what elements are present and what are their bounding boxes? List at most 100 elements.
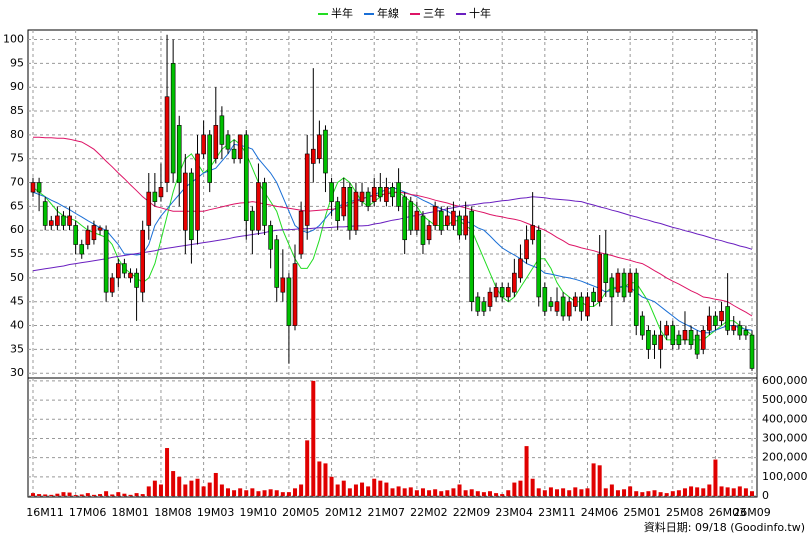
candle-body <box>481 301 487 312</box>
candle-body <box>384 187 389 202</box>
volume-bar <box>207 482 212 496</box>
x-tick-label: 22M09 <box>453 506 491 519</box>
legend-label: 十年 <box>469 6 491 20</box>
y2-tick-label: 400,000 <box>762 412 808 425</box>
candle-body <box>426 225 432 241</box>
candle-body <box>164 96 170 183</box>
candle-body <box>445 215 450 226</box>
footer: 資料日期: 09/18 (Goodinfo.tw) <box>644 520 805 534</box>
candle-body <box>353 191 359 231</box>
volume-bar <box>743 488 748 496</box>
volume-bar <box>737 486 742 496</box>
volume-bar <box>67 492 72 496</box>
volume-bar <box>360 482 365 496</box>
y-tick-label: 40 <box>10 319 24 332</box>
candle-body <box>201 134 206 155</box>
volume-bar <box>323 463 328 496</box>
candle-body <box>304 153 310 226</box>
volume-bar <box>451 488 456 496</box>
volume-bar <box>524 446 529 496</box>
volume-bar <box>128 494 133 496</box>
candle-body <box>621 272 627 298</box>
y2-tick-label: 0 <box>762 489 769 502</box>
candle-body <box>85 229 91 245</box>
candle-body <box>487 291 493 307</box>
candle-body <box>207 134 213 183</box>
x-tick-label: 23M11 <box>538 506 576 519</box>
volume-bar <box>603 488 608 496</box>
candle-body <box>55 215 60 226</box>
candle-body <box>402 196 407 241</box>
volume-bar <box>701 488 706 496</box>
candle-body <box>518 258 523 279</box>
volume-bar <box>189 480 194 496</box>
ma-line <box>32 196 753 272</box>
volume-bar <box>140 494 145 496</box>
candle-body <box>670 325 676 345</box>
volume-bar <box>585 488 590 496</box>
volume-bar <box>219 484 224 496</box>
volume-bar <box>707 484 712 496</box>
candle-body <box>225 134 231 150</box>
volume-bar <box>719 486 724 496</box>
x-tick-label: 18M08 <box>154 506 192 519</box>
volume-bar <box>682 488 687 496</box>
x-tick-label: 20M05 <box>282 506 320 519</box>
y-tick-label: 75 <box>10 152 24 165</box>
volume-bar <box>725 487 730 496</box>
candle-body <box>103 229 109 293</box>
candle-body <box>524 239 529 260</box>
candle-body <box>371 187 377 202</box>
volume-bar <box>500 494 505 496</box>
candle-body <box>560 296 566 317</box>
volume-bar <box>286 492 291 496</box>
y2-tick-label: 200,000 <box>762 451 808 464</box>
candle-body <box>731 325 737 331</box>
candle-body <box>250 210 255 231</box>
volume-bar <box>213 472 218 496</box>
x-tick-label: 26M09 <box>733 506 771 519</box>
y-tick-label: 65 <box>10 199 24 212</box>
volume-bar <box>591 463 596 496</box>
volume-bar <box>183 484 188 496</box>
volume-bar <box>177 476 182 496</box>
candle-body <box>341 187 347 217</box>
candle-body <box>749 334 755 369</box>
legend-label: 半年 <box>331 6 353 20</box>
candle-body <box>615 272 621 293</box>
candle-body <box>176 125 182 183</box>
candle-body <box>116 263 121 279</box>
candle-body <box>743 330 749 336</box>
y2-tick-label: 100,000 <box>762 470 808 483</box>
candle-body <box>310 148 316 164</box>
volume-bar <box>628 486 633 496</box>
volume-bar <box>165 448 170 496</box>
candle-body <box>688 330 694 345</box>
candle-body <box>280 277 286 293</box>
volume-bar <box>731 488 736 496</box>
volume-bar <box>512 482 517 496</box>
candle-body <box>134 272 139 288</box>
volume-bar <box>274 490 279 496</box>
volume-bar <box>402 488 407 496</box>
volume-bar <box>573 487 578 496</box>
volume-bar <box>201 486 206 496</box>
candle-body <box>725 306 730 331</box>
candle-body <box>646 330 651 350</box>
volume-bar <box>43 494 48 496</box>
volume-bar <box>122 493 127 496</box>
x-tick-label: 25M01 <box>623 506 661 519</box>
volume-bar <box>329 476 334 496</box>
candle-body <box>109 277 115 293</box>
candle-body <box>676 334 682 345</box>
volume-bar <box>567 490 572 496</box>
volume-bar <box>530 478 535 496</box>
candle-body <box>414 210 420 231</box>
volume-bar <box>396 486 401 496</box>
x-tick-label: 21M07 <box>367 506 405 519</box>
volume-bar <box>622 489 627 496</box>
candle-body <box>152 191 158 202</box>
volume-bar <box>420 488 425 496</box>
